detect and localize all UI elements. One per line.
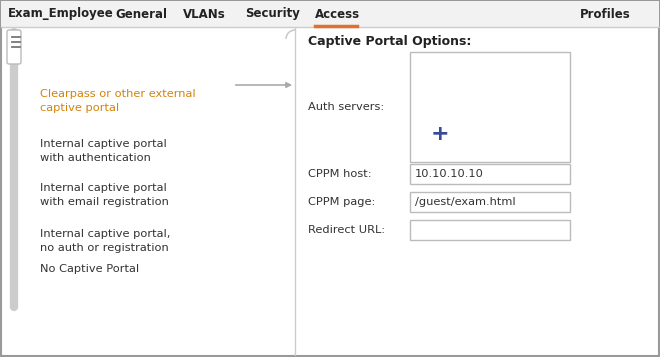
Text: CPPM host:: CPPM host: [308,169,372,179]
FancyBboxPatch shape [7,30,21,64]
Text: Security: Security [245,7,300,20]
FancyBboxPatch shape [410,164,570,184]
Text: Access: Access [315,7,360,20]
Text: Profiles: Profiles [580,7,631,20]
Text: +: + [431,124,449,144]
Text: 10.10.10.10: 10.10.10.10 [415,169,484,179]
FancyBboxPatch shape [410,52,570,162]
Text: Redirect URL:: Redirect URL: [308,225,385,235]
Text: Captive Portal Options:: Captive Portal Options: [308,35,471,48]
Text: Internal captive portal
with authentication: Internal captive portal with authenticat… [40,139,167,163]
FancyBboxPatch shape [410,192,570,212]
FancyBboxPatch shape [410,220,570,240]
Text: Internal captive portal
with email registration: Internal captive portal with email regis… [40,183,169,207]
Text: Internal captive portal,
no auth or registration: Internal captive portal, no auth or regi… [40,229,170,253]
FancyBboxPatch shape [1,1,659,27]
Text: General: General [115,7,167,20]
Text: Auth servers:: Auth servers: [308,102,384,112]
Text: No Captive Portal: No Captive Portal [40,264,139,274]
Text: Exam_Employee: Exam_Employee [8,7,114,20]
Text: CPPM page:: CPPM page: [308,197,376,207]
Text: /guest/exam.html: /guest/exam.html [415,197,515,207]
Text: Clearpass or other external
captive portal: Clearpass or other external captive port… [40,89,195,113]
Text: VLANs: VLANs [183,7,226,20]
